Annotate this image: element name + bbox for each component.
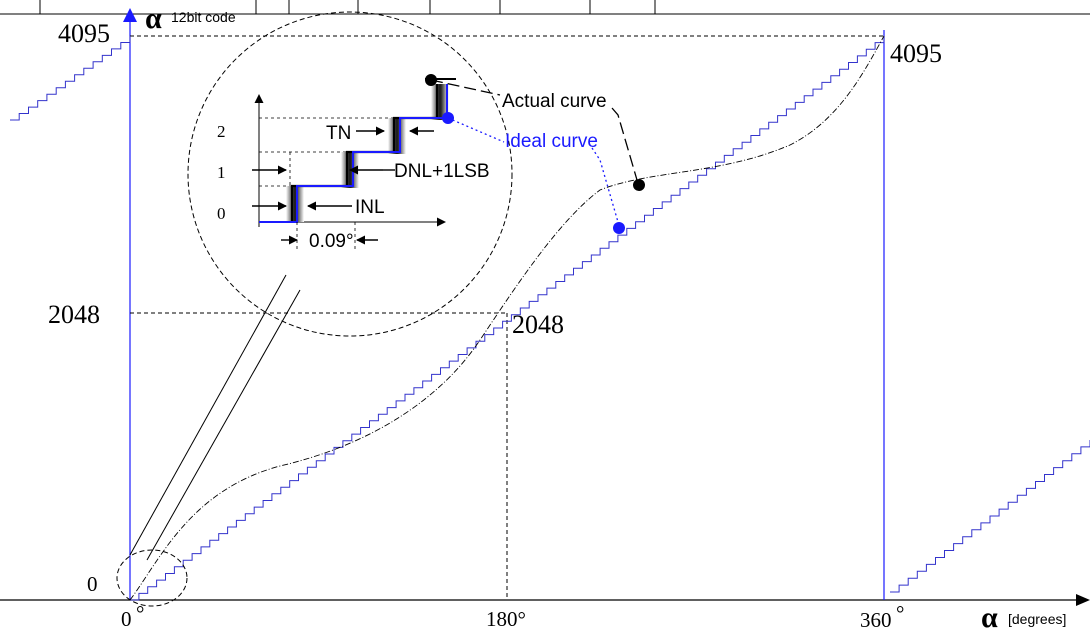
inset-code-0: 0	[217, 204, 226, 223]
y-tick-4095: 4095	[58, 19, 110, 48]
x-axis-symbol: α	[981, 601, 998, 633]
point-label-2048: 2048	[512, 310, 564, 339]
x-tick-180: 180°	[486, 607, 526, 631]
actual-curve-callout	[430, 79, 638, 181]
inset-code-2: 2	[217, 122, 226, 141]
zoom-circle-large	[187, 11, 513, 337]
ideal-curve-label: Ideal curve	[505, 131, 598, 152]
actual-curve	[129, 35, 885, 601]
y-axis-arrowhead	[123, 8, 137, 22]
x-tick-0-degree: °	[136, 601, 144, 625]
main-staircase	[130, 36, 885, 601]
tn-label: TN	[326, 123, 351, 144]
x-axis-arrowhead	[1076, 594, 1090, 606]
inset-code-1: 1	[217, 163, 226, 182]
dnl-label: DNL+1LSB	[394, 161, 490, 182]
ideal-curve-marker	[613, 222, 625, 234]
x-tick-360: 360	[860, 608, 892, 632]
left-staircase	[10, 36, 131, 121]
right-staircase	[890, 440, 1090, 593]
point-label-4095: 4095	[890, 39, 942, 68]
x-axis-unit: [degrees]	[1008, 611, 1066, 627]
y-tick-0: 0	[87, 572, 98, 596]
zoom-circle-small	[116, 549, 188, 607]
inl-label: INL	[355, 197, 385, 218]
x-tick-0: 0	[121, 607, 132, 631]
guide-lines	[130, 35, 884, 600]
x-tick-360-degree: °	[896, 601, 904, 625]
y-tick-2048: 2048	[48, 300, 100, 329]
zoom-connector-1	[129, 274, 287, 556]
y-axis-symbol: α	[145, 2, 162, 35]
zoom-connector-2	[146, 289, 301, 561]
ideal-staircase	[10, 36, 1090, 601]
top-border	[0, 0, 1090, 15]
step-width-label: 0.09°	[309, 231, 354, 252]
y-axis-unit: 12bit code	[171, 9, 236, 25]
actual-curve-marker	[633, 179, 645, 191]
inset-detail: 0 1 2 TN DNL+1LSB INL 0.09°	[217, 78, 490, 252]
ideal-curve-callout	[447, 117, 619, 223]
actual-curve-label: Actual curve	[502, 91, 607, 112]
